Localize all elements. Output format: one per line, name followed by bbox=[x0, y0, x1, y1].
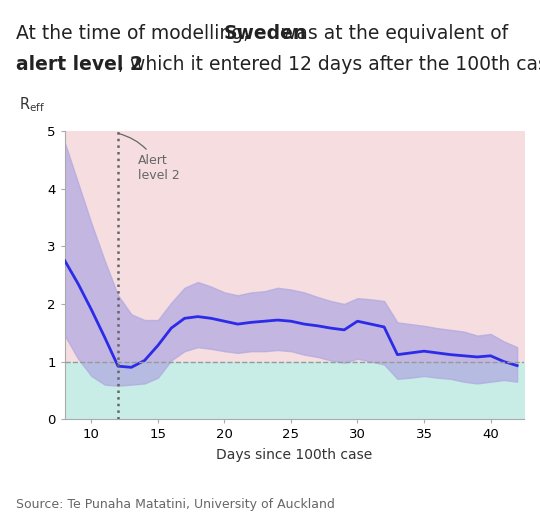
Text: Source: Te Punaha Matatini, University of Auckland: Source: Te Punaha Matatini, University o… bbox=[16, 498, 335, 511]
Text: , which it entered 12 days after the 100th case.: , which it entered 12 days after the 100… bbox=[118, 55, 540, 74]
X-axis label: Days since 100th case: Days since 100th case bbox=[216, 448, 373, 462]
Text: was at the equivalent of: was at the equivalent of bbox=[275, 24, 509, 42]
Text: alert level 2: alert level 2 bbox=[16, 55, 143, 74]
Text: At the time of modelling,: At the time of modelling, bbox=[16, 24, 255, 42]
Text: R$_{\mathregular{eff}}$: R$_{\mathregular{eff}}$ bbox=[19, 95, 45, 114]
Text: Sweden: Sweden bbox=[224, 24, 307, 42]
Text: Alert
level 2: Alert level 2 bbox=[118, 134, 180, 182]
